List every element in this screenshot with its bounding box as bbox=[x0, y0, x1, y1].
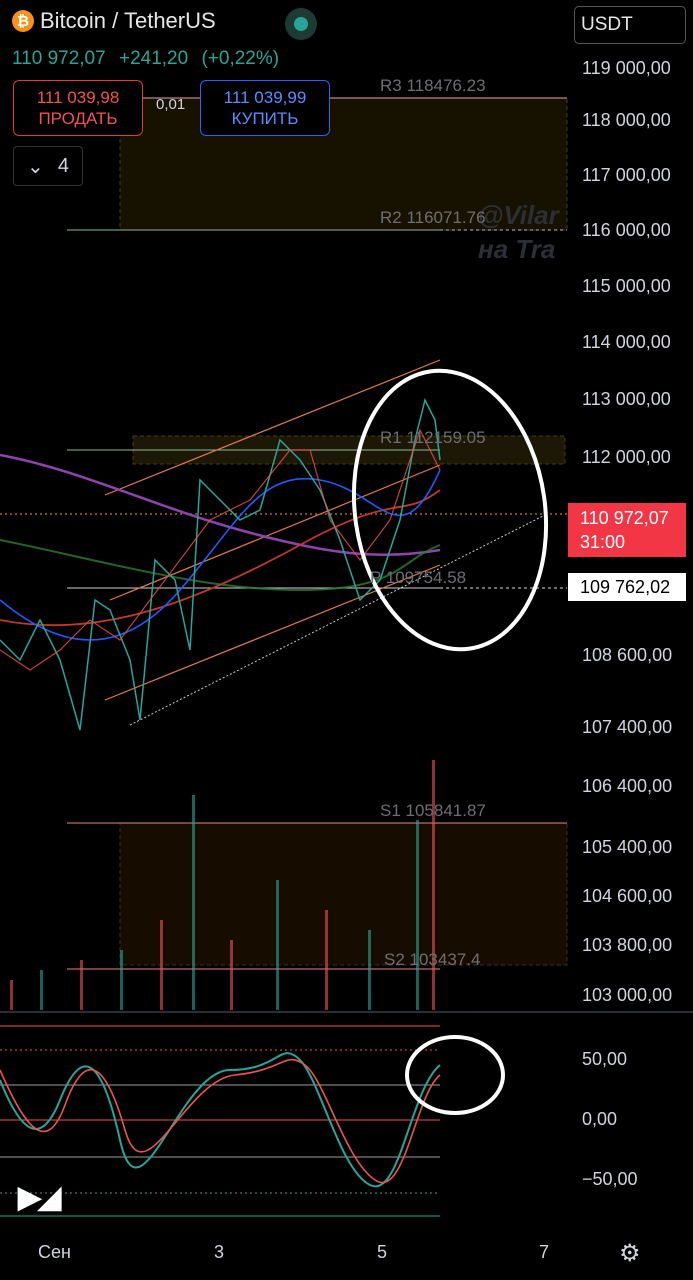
s1-s2-zone bbox=[119, 822, 568, 966]
settings-icon[interactable]: ⚙ bbox=[619, 1240, 641, 1267]
price-change-pct: (+0,22%) bbox=[201, 48, 280, 69]
time-axis-label: Сен bbox=[38, 1242, 71, 1262]
price-axis-label: 103 000,00 bbox=[582, 985, 673, 1005]
price-axis-label: 103 800,00 bbox=[582, 935, 673, 955]
candle-countdown: 31:00 bbox=[580, 532, 626, 552]
bitcoin-icon: ₿ bbox=[12, 10, 34, 32]
price-axis-label: 112 000,00 bbox=[582, 447, 671, 467]
price-axis-label: 114 000,00 bbox=[582, 332, 671, 352]
price-axis-label: 108 600,00 bbox=[582, 645, 673, 665]
buy-label: КУПИТЬ bbox=[231, 109, 299, 128]
spread-value: 0,01 bbox=[156, 96, 186, 113]
sell-button[interactable]: 111 039,98 ПРОДАТЬ bbox=[13, 80, 143, 136]
live-dot bbox=[294, 17, 308, 31]
volume-bars bbox=[10, 760, 435, 1010]
price-axis-label: 117 000,00 bbox=[582, 165, 671, 185]
price-axis-label: 119 000,00 bbox=[582, 58, 671, 78]
market-status-icon[interactable] bbox=[285, 8, 317, 40]
level-r3: R3 118476.23 bbox=[380, 76, 486, 95]
level-s2: S2 103437.4 bbox=[384, 950, 481, 969]
price-axis-label: 118 000,00 bbox=[582, 110, 671, 130]
time-axis-label: 7 bbox=[539, 1242, 550, 1262]
indicators-toggle-button[interactable]: ⌄ 4 bbox=[13, 146, 83, 186]
pair-title: Bitcoin / TetherUS bbox=[40, 8, 216, 33]
symbol-header[interactable]: ₿ Bitcoin / TetherUS bbox=[12, 8, 216, 34]
price-axis-label: 105 400,00 bbox=[582, 837, 673, 857]
price-axis-label: 113 000,00 bbox=[582, 389, 671, 409]
price-change: +241,20 bbox=[118, 48, 189, 69]
price-axis-label: 107 400,00 bbox=[582, 717, 673, 737]
level-s1: S1 105841.87 bbox=[380, 801, 486, 820]
last-price: 110 972,07 bbox=[12, 48, 106, 69]
buy-price: 111 039,99 bbox=[223, 87, 307, 107]
sell-price: 111 039,98 bbox=[36, 87, 120, 107]
level-p: P 109754.58 bbox=[370, 568, 467, 587]
tradingview-logo[interactable]: ▶◢ bbox=[18, 1181, 61, 1214]
chevron-down-icon: ⌄ bbox=[27, 155, 44, 178]
watermark-line-1: @Vilar bbox=[478, 200, 559, 230]
watermark-line-2: на Tra bbox=[478, 234, 556, 264]
price-axis-label: 116 000,00 bbox=[582, 220, 671, 240]
current-price: 110 972,07 bbox=[580, 508, 669, 528]
price-axis-label: 106 400,00 bbox=[582, 776, 673, 796]
watermark: @Vilar на Tra bbox=[478, 198, 559, 266]
oscillator-axis-label: 0,00 bbox=[582, 1109, 618, 1129]
price-axis-label: 115 000,00 bbox=[582, 276, 671, 296]
level-r1: R1 112159.05 bbox=[380, 428, 486, 447]
price-summary: 110 972,07 +241,20 (+0,22%) bbox=[12, 48, 287, 70]
oscillator-axis-label: −50,00 bbox=[582, 1169, 638, 1189]
sell-label: ПРОДАТЬ bbox=[38, 109, 118, 128]
oscillator-axis-label: 50,00 bbox=[582, 1049, 628, 1069]
indicator-count: 4 bbox=[57, 154, 69, 177]
time-axis-label: 3 bbox=[214, 1242, 225, 1262]
pivot-price-tag: 109 762,02 bbox=[568, 573, 686, 601]
price-axis-label: 104 600,00 bbox=[582, 886, 673, 906]
r2-r3-zone bbox=[119, 97, 568, 231]
currency-select[interactable]: USDT bbox=[574, 6, 686, 44]
current-price-tag: 110 972,07 31:00 bbox=[568, 503, 686, 557]
level-r2: R2 116071.76 bbox=[380, 208, 486, 227]
buy-button[interactable]: 111 039,99 КУПИТЬ bbox=[200, 80, 330, 136]
time-axis-label: 5 bbox=[377, 1242, 388, 1262]
